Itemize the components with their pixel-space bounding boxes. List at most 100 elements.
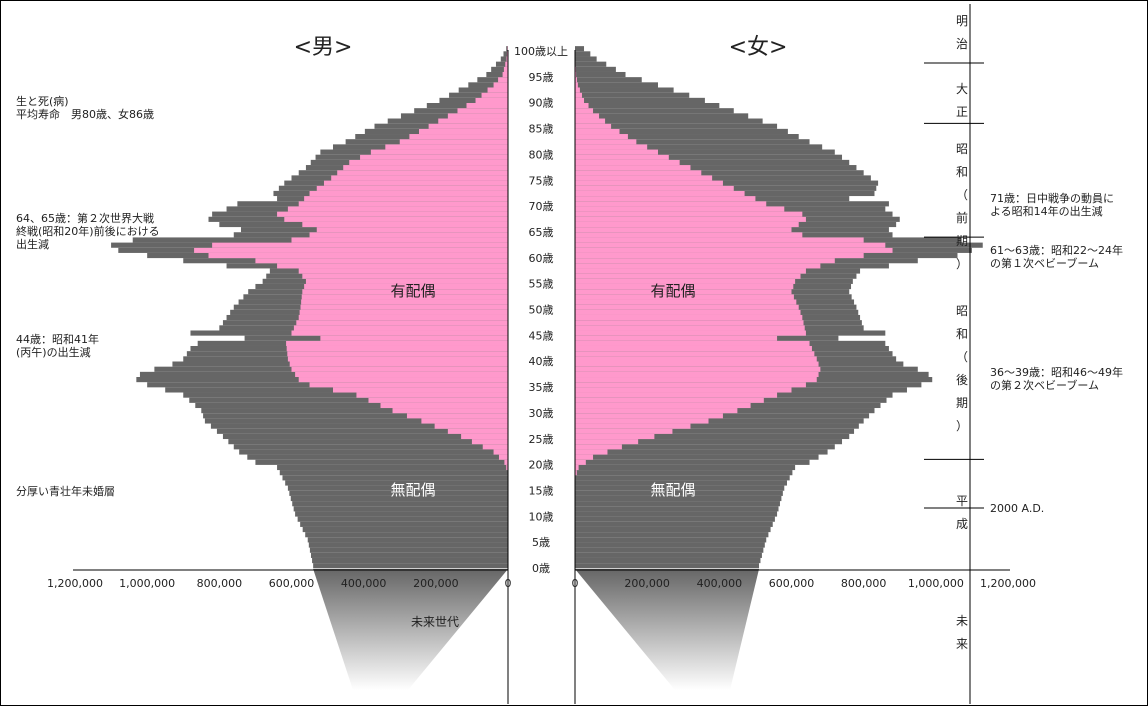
bar-male-married-age-89 [466, 103, 508, 109]
age-tick-75: 75歳 [529, 174, 554, 187]
bar-male-married-age-72 [309, 190, 508, 197]
bar-male-married-age-86 [438, 118, 508, 124]
bar-male-unmarried-age-12 [292, 501, 508, 507]
bar-male-married-age-94 [498, 77, 508, 83]
bar-female-unmarried-age-9 [575, 516, 775, 522]
x-tick-male-4: 400,000 [341, 577, 387, 590]
age-tick-70: 70歳 [529, 200, 554, 213]
age-tick-0: 0歳 [532, 562, 550, 575]
bar-male-married-age-26 [447, 428, 508, 434]
bar-female-married-age-67 [575, 216, 806, 222]
bar-male-married-age-50 [300, 304, 508, 310]
era-char: 大 [956, 82, 968, 96]
bar-male-married-age-25 [461, 433, 508, 440]
bar-female-married-age-62 [575, 242, 886, 248]
bar-female-unmarried-age-12 [575, 501, 780, 507]
x-tick-female-6: 1,200,000 [980, 577, 1036, 590]
bar-female-married-age-74 [575, 180, 723, 186]
bar-female-unmarried-age-3 [575, 547, 764, 553]
bar-female-unmarried-age-13 [575, 495, 782, 502]
bar-male-unmarried-age-30 [201, 408, 508, 414]
label-female-unmarried: 無配偶 [650, 481, 695, 499]
bar-male-unmarried-age-33 [183, 392, 508, 398]
age-tick-85: 85歳 [529, 123, 554, 136]
bar-male-unmarried-age-99 [503, 51, 508, 57]
era-char: 来 [956, 637, 968, 651]
bar-female-married-age-51 [575, 299, 797, 305]
annotation-left-youth: 分厚い青壮年未婚層 [16, 484, 115, 498]
bar-female-unmarried-age-19 [575, 464, 796, 471]
bar-female-married-age-49 [575, 309, 801, 315]
bar-male-married-age-47 [296, 320, 508, 326]
bar-female-married-age-78 [575, 159, 680, 166]
bar-male-married-age-91 [481, 92, 508, 98]
bar-male-unmarried-age-20 [255, 459, 508, 465]
bar-male-married-age-54 [304, 283, 508, 290]
bar-male-married-age-34 [332, 387, 508, 393]
annotation-line: 44歳：昭和41年 [16, 332, 99, 346]
bar-male-unmarried-age-3 [309, 547, 508, 553]
age-tick-45: 45歳 [529, 329, 554, 342]
bar-female-married-age-36 [575, 377, 817, 383]
bar-female-married-age-44 [575, 335, 778, 341]
bar-female-unmarried-age-94 [575, 77, 642, 83]
bar-female-unmarried-age-83 [575, 134, 799, 140]
bar-male-married-age-39 [289, 361, 508, 367]
bar-female-married-age-64 [575, 232, 803, 238]
bar-male-married-age-45 [291, 330, 508, 336]
bar-female-married-age-45 [575, 330, 806, 336]
bar-female-unmarried-age-28 [575, 418, 864, 424]
bar-male-unmarried-age-7 [302, 526, 508, 533]
bar-female-unmarried-age-11 [575, 506, 779, 512]
annotation-left-wwii: 64、65歳：第２次世界大戦終戦(昭和20年)前後における出生減 [16, 211, 160, 251]
bar-female-married-age-69 [575, 206, 785, 212]
bar-female-unmarried-age-91 [575, 92, 690, 98]
bar-male-unmarried-age-4 [308, 542, 508, 548]
bar-female-unmarried-age-75 [575, 175, 871, 181]
bar-male-married-age-22 [493, 449, 508, 455]
bar-female-unmarried-age-82 [575, 139, 810, 145]
bar-female-married-age-32 [575, 397, 764, 403]
bar-female-unmarried-age-98 [575, 56, 597, 62]
bar-male-married-age-97 [505, 61, 508, 67]
bar-female-married-age-68 [575, 211, 803, 217]
bar-female-married-age-28 [575, 418, 709, 424]
bar-male-unmarried-age-25 [222, 433, 509, 440]
bar-female-married-age-86 [575, 118, 606, 124]
bar-male-married-age-44 [320, 335, 508, 341]
bar-male-unmarried-age-94 [477, 77, 508, 83]
bar-male-married-age-66 [302, 221, 508, 228]
annotation-line: 終戦(昭和20年)前後における [16, 224, 160, 238]
bar-male-unmarried-age-95 [486, 71, 508, 78]
bar-female-unmarried-age-2 [575, 552, 762, 558]
bar-female-married-age-63 [575, 237, 864, 243]
bar-female-unmarried-age-76 [575, 170, 864, 176]
bar-female-married-age-55 [575, 278, 796, 284]
bar-female-married-age-33 [575, 392, 778, 398]
bar-male-married-age-96 [503, 66, 508, 72]
age-tick-30: 30歳 [529, 407, 554, 420]
future-fade-male [313, 569, 508, 690]
bar-male-unmarried-age-0 [313, 563, 508, 569]
bars-layer [111, 46, 983, 690]
age-tick-60: 60歳 [529, 252, 554, 265]
bar-female-married-age-43 [575, 340, 810, 346]
age-tick-15: 15歳 [529, 484, 554, 497]
annotation-line: よる昭和14年の出生減 [990, 204, 1103, 218]
bar-male-married-age-81 [385, 144, 508, 150]
bar-female-married-age-20 [575, 459, 586, 465]
bar-male-married-age-38 [291, 366, 508, 372]
bar-male-unmarried-age-97 [495, 61, 508, 67]
bar-male-married-age-59 [255, 258, 508, 264]
bar-female-unmarried-age-78 [575, 159, 850, 166]
bar-female-unmarried-age-6 [575, 532, 769, 538]
bar-male-unmarried-age-14 [289, 490, 508, 496]
bar-male-married-age-77 [343, 165, 508, 171]
age-tick-10: 10歳 [529, 510, 554, 523]
bar-male-married-age-95 [502, 71, 508, 78]
bar-male-married-age-76 [337, 170, 508, 176]
bar-male-married-age-68 [277, 211, 508, 217]
bar-female-unmarried-age-0 [575, 563, 760, 569]
annotation-line: 生と死(病) [16, 94, 69, 108]
era-char: 和 [956, 165, 968, 179]
